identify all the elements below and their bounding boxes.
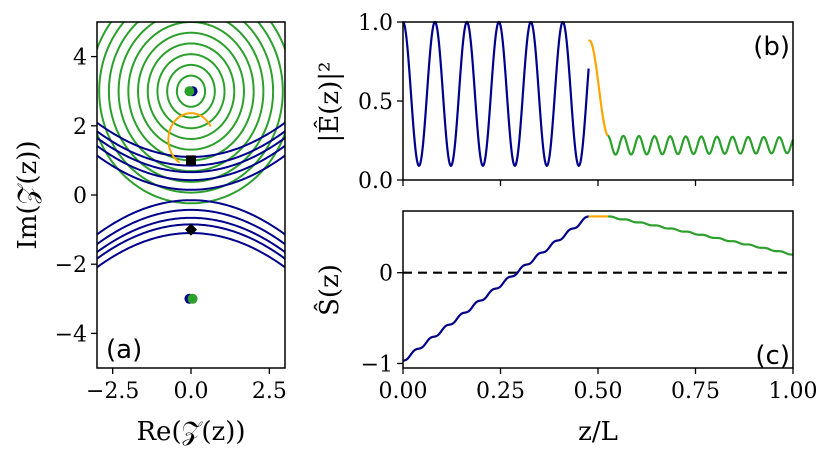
green-contour-2 bbox=[166, 63, 216, 119]
panel-c-frame bbox=[402, 210, 794, 369]
blue-contour-upper-2 bbox=[97, 145, 285, 182]
blue-contour-lower-5 bbox=[97, 232, 285, 269]
blue-contour-upper-3 bbox=[97, 137, 285, 174]
panel-a: −2.5 0.0 2.5 4 2 0 −2 −4 (a) Re(𝒵(z)) Im(𝒵(z)) bbox=[13, 21, 287, 447]
series-region-1 bbox=[402, 20, 590, 167]
pole-upper-green bbox=[184, 86, 195, 97]
panel-a-ytick-label-2: 2 bbox=[73, 115, 87, 140]
blue-contour-lower-2 bbox=[97, 208, 285, 245]
panel-c-label: (c) bbox=[755, 341, 790, 371]
green-contour-5 bbox=[137, 31, 245, 151]
panel-c-xtick-label-4: 0.75 bbox=[671, 379, 720, 404]
series-region-1 bbox=[402, 215, 589, 362]
panel-b-ylabel: |Ê(z)|² bbox=[313, 62, 345, 143]
panel-c-plot-area bbox=[402, 215, 793, 362]
panel-b-frame bbox=[402, 21, 794, 181]
panel-b: 0.0 0.5 1.0 (b) |Ê(z)|² bbox=[313, 11, 795, 194]
square-marker bbox=[186, 155, 196, 166]
panel-c-xtick-label-3: 0.50 bbox=[574, 379, 623, 404]
panel-a-ytick-label-4: −2 bbox=[55, 253, 87, 278]
blue-contour-upper-1 bbox=[97, 154, 285, 191]
panel-a-ylabel: Im(𝒵(z)) bbox=[13, 141, 43, 250]
panel-a-xlabel: Re(𝒵(z)) bbox=[136, 417, 245, 447]
panel-a-xtick-label-3: 2.5 bbox=[252, 379, 287, 404]
pole-lower-green bbox=[187, 293, 198, 304]
green-contour-10 bbox=[97, 22, 285, 205]
panel-c: 0.00 0.25 0.50 0.75 1.00 0 −1 (c) z/L Ŝ(z) bbox=[313, 210, 818, 447]
panel-a-xtick-label-1: −2.5 bbox=[86, 379, 139, 404]
blue-contour-upper-4 bbox=[97, 130, 285, 167]
series-region-2 bbox=[607, 215, 793, 256]
panel-c-xtick-label-1: 0.00 bbox=[379, 379, 428, 404]
orange-contour bbox=[167, 112, 212, 164]
panel-b-ticks: 0.0 0.5 1.0 bbox=[358, 11, 794, 194]
green-contour-1 bbox=[175, 74, 207, 108]
diamond-marker bbox=[185, 223, 197, 236]
green-contour-4 bbox=[146, 42, 236, 140]
panel-a-ytick-label-1: 4 bbox=[73, 46, 87, 71]
panel-a-ytick-label-3: 0 bbox=[73, 184, 87, 209]
panel-c-ylabel: Ŝ(z) bbox=[313, 264, 345, 316]
green-contour-6 bbox=[127, 22, 255, 162]
panel-a-frame bbox=[96, 21, 286, 369]
panel-a-ticks: −2.5 0.0 2.5 4 2 0 −2 −4 bbox=[55, 46, 287, 404]
blue-contour-lower-1 bbox=[97, 199, 285, 236]
series-region-2 bbox=[607, 134, 795, 156]
panel-a-xtick-label-2: 0.0 bbox=[174, 379, 209, 404]
panel-b-label: (b) bbox=[753, 32, 790, 62]
panel-c-ytick-label-1: 0 bbox=[379, 262, 393, 287]
panel-b-ytick-label-2: 0.5 bbox=[358, 90, 393, 115]
panel-c-xtick-label-2: 0.25 bbox=[476, 379, 525, 404]
green-contour-8 bbox=[107, 22, 275, 183]
series-transition bbox=[587, 39, 609, 137]
panel-a-plot-area bbox=[97, 22, 285, 304]
panel-b-plot-area bbox=[402, 20, 795, 167]
panel-c-ticks: 0.00 0.25 0.50 0.75 1.00 0 −1 bbox=[361, 262, 818, 404]
panel-c-ytick-label-2: −1 bbox=[361, 352, 393, 377]
green-contour-9 bbox=[98, 22, 284, 194]
panel-a-ytick-label-5: −4 bbox=[55, 322, 87, 347]
panel-c-xlabel: z/L bbox=[578, 417, 618, 447]
panel-c-xtick-label-5: 1.00 bbox=[769, 379, 818, 404]
panel-a-label: (a) bbox=[106, 335, 142, 365]
panel-b-ytick-label-1: 0.0 bbox=[358, 169, 393, 194]
panel-b-ytick-label-3: 1.0 bbox=[358, 11, 393, 36]
blue-contour-lower-3 bbox=[97, 216, 285, 253]
